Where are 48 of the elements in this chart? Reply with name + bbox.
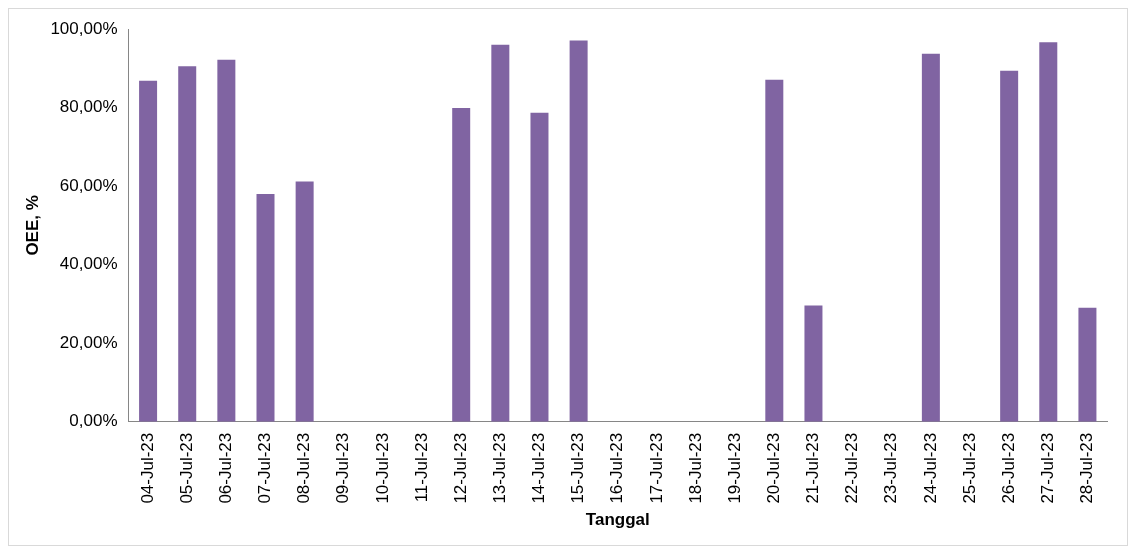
x-tick-label: 18-Jul-23	[685, 432, 705, 504]
x-tick-label: 14-Jul-23	[529, 432, 549, 504]
bar	[530, 112, 549, 422]
x-tick-label: 16-Jul-23	[607, 432, 627, 504]
bar	[139, 80, 158, 422]
bar	[295, 181, 314, 422]
x-axis-title: Tanggal	[585, 510, 650, 530]
x-tick-label: 08-Jul-23	[294, 432, 314, 504]
x-tick-label: 27-Jul-23	[1037, 432, 1057, 504]
y-tick-label: 20,00%	[59, 332, 118, 352]
bar	[178, 66, 197, 422]
bar	[1039, 42, 1058, 422]
x-tick-label: 06-Jul-23	[216, 432, 236, 504]
x-tick-label: 11-Jul-23	[411, 432, 431, 503]
y-axis-title: OEE, %	[22, 195, 42, 256]
bar	[921, 53, 940, 422]
bar	[491, 44, 510, 422]
bar	[569, 40, 588, 422]
y-tick-label: 100,00%	[50, 18, 118, 38]
x-tick-label: 12-Jul-23	[450, 432, 470, 504]
x-tick-label: 04-Jul-23	[137, 432, 157, 504]
x-tick-label: 28-Jul-23	[1077, 432, 1097, 504]
y-tick-label: 80,00%	[59, 97, 118, 117]
x-tick-label: 22-Jul-23	[842, 432, 862, 504]
bar	[256, 193, 275, 422]
y-tick-label: 0,00%	[69, 411, 118, 431]
x-tick-label: 19-Jul-23	[724, 432, 744, 504]
x-tick-label: 10-Jul-23	[372, 432, 392, 504]
y-tick-label: 60,00%	[59, 175, 118, 195]
x-tick-label: 23-Jul-23	[881, 432, 901, 504]
x-tick-label: 20-Jul-23	[764, 432, 783, 504]
x-tick-label: 17-Jul-23	[646, 432, 666, 504]
x-tick-label: 07-Jul-23	[255, 432, 275, 504]
bar	[765, 79, 784, 422]
y-tick-label: 40,00%	[59, 254, 118, 274]
x-tick-label: 26-Jul-23	[998, 432, 1018, 504]
x-tick-label: 24-Jul-23	[920, 432, 940, 504]
bar	[804, 305, 823, 422]
bar	[1078, 307, 1097, 422]
x-tick-label: 25-Jul-23	[959, 432, 979, 504]
x-tick-label: 21-Jul-23	[803, 432, 823, 504]
x-tick-label: 05-Jul-23	[176, 432, 196, 504]
x-tick-label: 09-Jul-23	[333, 432, 353, 504]
x-tick-label: 13-Jul-23	[490, 432, 510, 504]
bar	[452, 107, 471, 422]
x-tick-label: 15-Jul-23	[568, 432, 588, 504]
bar	[217, 59, 236, 422]
bar	[1000, 70, 1019, 422]
